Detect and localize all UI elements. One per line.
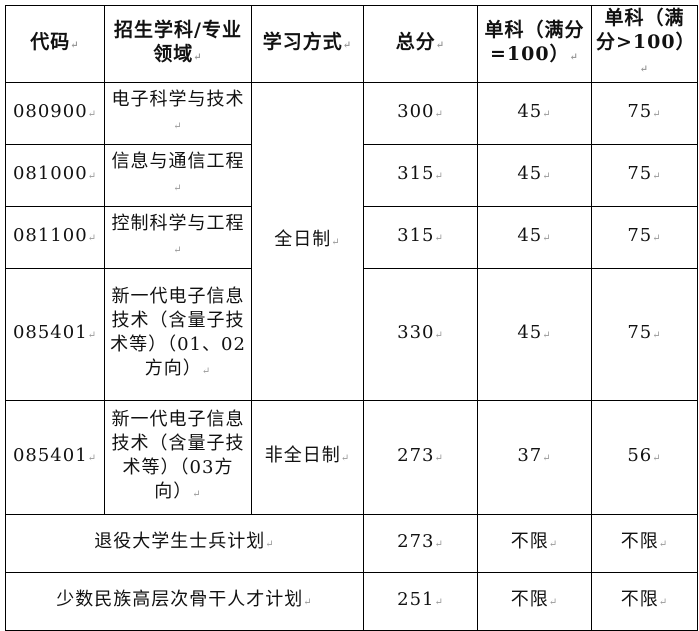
field-cell: 新一代电子信息技术（含量子技术等）（03方向）↵ [104, 400, 252, 515]
header-total: 总分↵ [363, 5, 478, 83]
plan-label-cell: 少数民族高层次骨干人才计划↵ [5, 572, 364, 631]
header-field: 招生学科/专业领域↵ [104, 5, 252, 83]
score-table: 代码↵ 招生学科/专业领域↵ 学习方式↵ 总分↵ 单科（满分=100）↵ 单科（… [5, 5, 698, 631]
single-over-100-cell: 56↵ [591, 400, 698, 515]
single-100-cell: 不限↵ [477, 572, 592, 631]
table-row: 085401↵ 新一代电子信息技术（含量子技术等）（03方向）↵ 非全日制↵ 2… [5, 400, 698, 515]
mode-cell: 全日制↵ [251, 82, 364, 401]
single-over-100-cell: 75↵ [591, 144, 698, 207]
single-100-cell: 45↵ [477, 206, 592, 269]
total-cell: 273↵ [363, 400, 478, 515]
header-mode: 学习方式↵ [251, 5, 364, 83]
field-cell: 电子科学与技术↵ [104, 82, 252, 145]
header-single-over-100: 单科（满分>100）↵ [591, 5, 698, 83]
plan-label-cell: 退役大学生士兵计划↵ [5, 514, 364, 573]
code-cell: 081000↵ [5, 144, 105, 207]
total-cell: 273↵ [363, 514, 478, 573]
special-plan-row: 少数民族高层次骨干人才计划↵ 251↵ 不限↵ 不限↵ [5, 572, 698, 631]
total-cell: 300↵ [363, 82, 478, 145]
header-code: 代码↵ [5, 5, 105, 83]
total-cell: 315↵ [363, 206, 478, 269]
single-100-cell: 45↵ [477, 144, 592, 207]
mode-cell: 非全日制↵ [251, 400, 364, 515]
total-cell: 315↵ [363, 144, 478, 207]
single-100-cell: 45↵ [477, 82, 592, 145]
single-100-cell: 45↵ [477, 268, 592, 401]
single-over-100-cell: 75↵ [591, 206, 698, 269]
single-over-100-cell: 75↵ [591, 268, 698, 401]
table-row: 085401↵ 新一代电子信息技术（含量子技术等）（01、02方向）↵ 330↵… [5, 268, 698, 401]
header-row: 代码↵ 招生学科/专业领域↵ 学习方式↵ 总分↵ 单科（满分=100）↵ 单科（… [5, 5, 698, 83]
single-100-cell: 不限↵ [477, 514, 592, 573]
table-row: 080900↵ 电子科学与技术↵ 全日制↵ 300↵ 45↵ 75↵ [5, 82, 698, 401]
code-cell: 085401↵ [5, 268, 105, 401]
field-cell: 信息与通信工程↵ [104, 144, 252, 207]
special-plan-row: 退役大学生士兵计划↵ 273↵ 不限↵ 不限↵ [5, 514, 698, 573]
table-row: 081000↵ 信息与通信工程↵ 315↵ 45↵ 75↵ [5, 144, 698, 207]
single-over-100-cell: 75↵ [591, 82, 698, 145]
field-cell: 新一代电子信息技术（含量子技术等）（01、02方向）↵ [104, 268, 252, 401]
total-cell: 330↵ [363, 268, 478, 401]
single-100-cell: 37↵ [477, 400, 592, 515]
code-cell: 081100↵ [5, 206, 105, 269]
single-over-100-cell: 不限↵ [591, 572, 698, 631]
code-cell: 080900↵ [5, 82, 105, 145]
single-over-100-cell: 不限↵ [591, 514, 698, 573]
total-cell: 251↵ [363, 572, 478, 631]
field-cell: 控制科学与工程↵ [104, 206, 252, 269]
code-cell: 085401↵ [5, 400, 105, 515]
header-single-100: 单科（满分=100）↵ [477, 5, 592, 83]
